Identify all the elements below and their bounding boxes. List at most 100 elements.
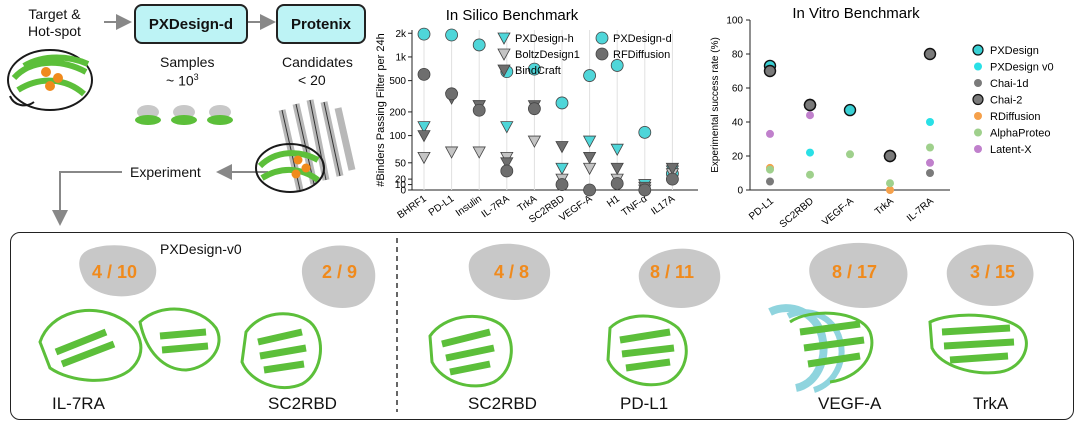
complex-il7ra — [38, 245, 221, 382]
in-silico-chart: In Silico Benchmark #Binders Passing Filt… — [375, 7, 698, 226]
protenix-box: Protenix — [276, 4, 366, 44]
complex-sc2rbd-right — [428, 243, 551, 388]
vitro-ytick-label: 60 — [732, 84, 744, 95]
target-pd-l1: PD-L1 — [620, 394, 669, 413]
silico-legend-bindcraft-marker — [497, 64, 511, 77]
vitro-point-alphaproteo-pd-l1 — [766, 165, 774, 174]
results-panel — [10, 232, 1074, 420]
silico-point-pxdesign-h-h1 — [610, 143, 624, 157]
vitro-point-alphaproteo-il-7ra — [926, 143, 934, 152]
silico-xtick-insulin: Insulin — [454, 193, 484, 219]
silico-legend-rfdiffusion-marker — [595, 47, 609, 61]
silico-point-pxdesign-h-vegf-a — [582, 135, 597, 148]
vitro-ytick-label: 20 — [732, 152, 744, 163]
vitro-legend-pxdesign-v0-marker — [974, 62, 982, 71]
complex-sc2rbd-left — [240, 245, 376, 390]
vitro-point-alphaproteo-sc2rbd — [806, 170, 814, 179]
silico-point-rfdiffusion-bhrf1 — [417, 67, 431, 81]
vitro-xtick-trka: TrkA — [873, 196, 896, 218]
fraction-trka: 3 / 15 — [970, 262, 1016, 282]
vitro-point-latent-x-sc2rbd — [806, 111, 814, 120]
silico-point-boltzdesign1-vegf-a — [582, 162, 597, 176]
silico-point-pxdesign-d-h1 — [610, 59, 624, 72]
silico-legend-boltzdesign1-label: BoltzDesign1 — [515, 49, 580, 61]
vitro-point-rdiffusion-trka — [886, 186, 894, 194]
start-label-line1: Target & — [28, 6, 81, 22]
pxdesign-v0-label: PXDesign-v0 — [160, 241, 242, 257]
in-vitro-chart: In Vitro Benchmark Experimental success r… — [710, 5, 1054, 231]
silico-point-rfdiffusion-tnf- — [638, 183, 652, 197]
vitro-xtick-il-7ra: IL-7RA — [905, 196, 936, 225]
silico-title: In Silico Benchmark — [446, 7, 579, 24]
vitro-legend-chai-2-marker — [972, 93, 984, 106]
vitro-xtick-sc2rbd: SC2RBD — [778, 196, 816, 231]
silico-point-bindcraft-bhrf1 — [417, 130, 431, 143]
silico-xtick-tnf-: TNF-α — [620, 193, 650, 219]
silico-ytick-label: 200 — [389, 107, 406, 118]
silico-xtick-pd-l1: PD-L1 — [427, 193, 457, 219]
fraction-pd-l1: 8 / 11 — [650, 262, 695, 282]
vitro-point-latent-x-pd-l1 — [766, 129, 774, 138]
arrow-experiment-down — [52, 171, 122, 226]
complex-trka — [928, 244, 1034, 375]
silico-point-rfdiffusion-trka — [527, 102, 541, 116]
vitro-xtick-vegf-a: VEGF-A — [820, 196, 856, 229]
silico-point-boltzdesign1-bhrf1 — [417, 151, 431, 165]
vitro-xtick-pd-l1: PD-L1 — [747, 196, 776, 223]
samples-icon — [135, 105, 233, 125]
silico-point-pxdesign-d-trka — [527, 62, 541, 76]
silico-ytick-label: 100 — [389, 131, 406, 142]
silico-ytick-label: 50 — [395, 158, 407, 169]
silico-ytick-label: 2k — [395, 29, 407, 40]
pxdesign-d-box: PXDesign-d — [134, 4, 248, 44]
silico-ytick-label: 500 — [389, 76, 406, 87]
vitro-ytick-label: 40 — [732, 118, 744, 129]
vitro-point-chai-1d-pd-l1 — [766, 177, 774, 186]
vitro-point-latent-x-il-7ra — [926, 158, 934, 167]
fraction-sc2rbd: 4 / 8 — [494, 262, 530, 282]
target-sc2rbd-v0: SC2RBD — [268, 394, 337, 413]
vitro-legend-pxdesign-marker — [972, 44, 984, 56]
silico-point-bindcraft-h1 — [610, 162, 624, 176]
silico-point-pxdesign-d-sc2rbd — [555, 96, 569, 110]
vitro-legend-latent-x-marker — [974, 145, 982, 153]
vitro-legend-pxdesign-v0-label: PXDesign v0 — [990, 62, 1054, 74]
silico-point-pxdesign-h-il-7ra — [500, 121, 514, 134]
fraction-il7ra: 4 / 10 — [92, 262, 138, 282]
vitro-ytick-label: 100 — [726, 16, 743, 27]
fraction-vegf-a: 8 / 17 — [832, 262, 878, 282]
complex-pd-l1 — [606, 248, 721, 387]
candidates-value: < 20 — [298, 72, 326, 88]
vitro-legend-alphaproteo-marker — [974, 128, 982, 137]
silico-point-boltzdesign1-trka — [527, 135, 542, 148]
silico-point-pxdesign-h-bhrf1 — [417, 121, 431, 134]
silico-point-rfdiffusion-pd-l1 — [445, 87, 458, 101]
vitro-legend-pxdesign-label: PXDesign — [990, 45, 1039, 57]
silico-point-pxdesign-d-insulin — [472, 38, 486, 52]
silico-ytick-label: 20 — [395, 175, 407, 186]
silico-point-rfdiffusion-il17a — [665, 172, 679, 186]
silico-point-pxdesign-d-vegf-a — [583, 69, 597, 82]
results-panel-art — [38, 238, 1034, 412]
silico-point-rfdiffusion-vegf-a — [583, 183, 597, 197]
silico-point-rfdiffusion-insulin — [472, 103, 486, 117]
silico-point-bindcraft-il17a — [665, 162, 680, 176]
silico-ylabel: #Binders Passing Filter per 24h — [375, 33, 387, 186]
vitro-legend-rdiffusion-label: RDiffusion — [990, 111, 1041, 123]
silico-xtick-bhrf1: BHRF1 — [396, 193, 430, 221]
samples-value-base: ~ 10 — [166, 72, 194, 89]
vitro-ytick-label: 80 — [732, 50, 744, 61]
pxdesign-d-box-label: PXDesign-d — [148, 15, 234, 33]
start-label: Target & Hot-spot — [28, 6, 81, 40]
silico-ytick-label: 10 — [395, 180, 407, 191]
samples-label: Samples — [160, 54, 215, 70]
start-label-line2: Hot-spot — [28, 23, 81, 39]
silico-point-bindcraft-il-7ra — [500, 157, 514, 170]
vitro-point-pxdesign-v0-sc2rbd — [806, 148, 814, 157]
silico-legend-rfdiffusion-label: RFDiffusion — [613, 49, 670, 61]
target-sc2rbd: SC2RBD — [468, 394, 537, 413]
vitro-point-chai-2-trka — [883, 149, 897, 163]
vitro-point-pxdesign-vegf-a — [843, 103, 857, 117]
silico-xtick-h1: H1 — [605, 193, 622, 210]
candidate-complex-icon — [255, 99, 356, 193]
